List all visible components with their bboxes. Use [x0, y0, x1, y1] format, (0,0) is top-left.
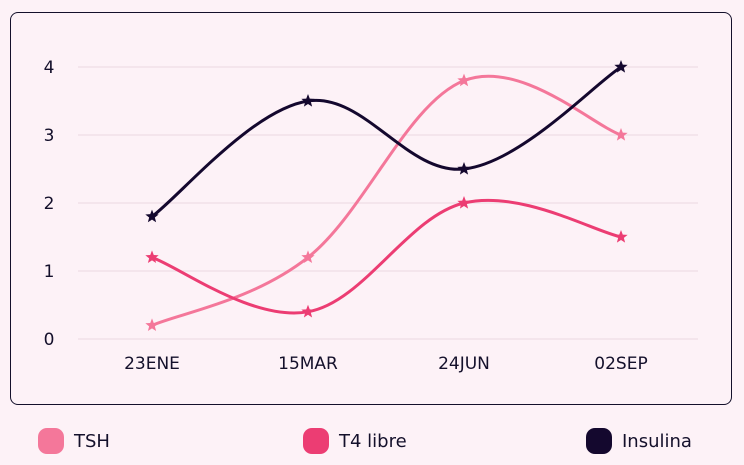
data-point-tsh-star-icon[interactable] [301, 250, 315, 264]
data-point-t4-libre-star-icon[interactable] [301, 304, 315, 318]
grid-lines [78, 66, 698, 340]
x-tick-label: 24JUN [438, 354, 490, 374]
data-point-insulina-star-icon[interactable] [457, 162, 471, 175]
y-tick-label: 4 [44, 58, 55, 78]
x-tick-label: 15MAR [278, 354, 338, 374]
series-line-insulina [150, 65, 623, 219]
legend-label-insulina: Insulina [622, 430, 692, 452]
y-axis-ticks: 0 1 2 3 4 [44, 58, 55, 350]
data-point-insulina-star-icon[interactable] [145, 209, 159, 223]
legend-label-tsh: TSH [74, 430, 110, 452]
series-line-t4-libre [150, 198, 623, 315]
y-tick-label: 0 [44, 330, 55, 350]
line-chart: 0 1 2 3 4 23ENE 15MAR 24JUN 02SEP [44, 58, 698, 374]
legend-item-t4-libre[interactable]: T4 libre [303, 428, 407, 454]
data-point-tsh-star-icon[interactable] [614, 128, 628, 141]
series-line-tsh [150, 74, 623, 327]
x-tick-label: 23ENE [124, 354, 180, 374]
data-point-tsh-star-icon[interactable] [145, 318, 159, 332]
data-point-insulina-star-icon[interactable] [301, 94, 315, 107]
x-tick-label: 02SEP [594, 354, 647, 374]
y-tick-label: 3 [44, 126, 55, 146]
x-axis-ticks: 23ENE 15MAR 24JUN 02SEP [124, 354, 648, 374]
y-tick-label: 1 [44, 262, 55, 282]
data-point-t4-libre-star-icon[interactable] [145, 250, 159, 264]
legend: TSH T4 libre Insulina [0, 422, 744, 462]
data-point-t4-libre-star-icon[interactable] [457, 196, 471, 209]
legend-swatch-tsh [38, 428, 64, 454]
series-markers [145, 60, 628, 332]
data-point-tsh-star-icon[interactable] [457, 73, 471, 87]
data-point-insulina-star-icon[interactable] [614, 60, 628, 73]
legend-label-t4-libre: T4 libre [339, 430, 407, 452]
series-lines [150, 65, 623, 327]
legend-item-insulina[interactable]: Insulina [586, 428, 692, 454]
y-tick-label: 2 [44, 194, 55, 214]
data-point-t4-libre-star-icon[interactable] [614, 230, 628, 243]
legend-swatch-t4-libre [303, 428, 329, 454]
legend-item-tsh[interactable]: TSH [38, 428, 110, 454]
legend-swatch-insulina [586, 428, 612, 454]
